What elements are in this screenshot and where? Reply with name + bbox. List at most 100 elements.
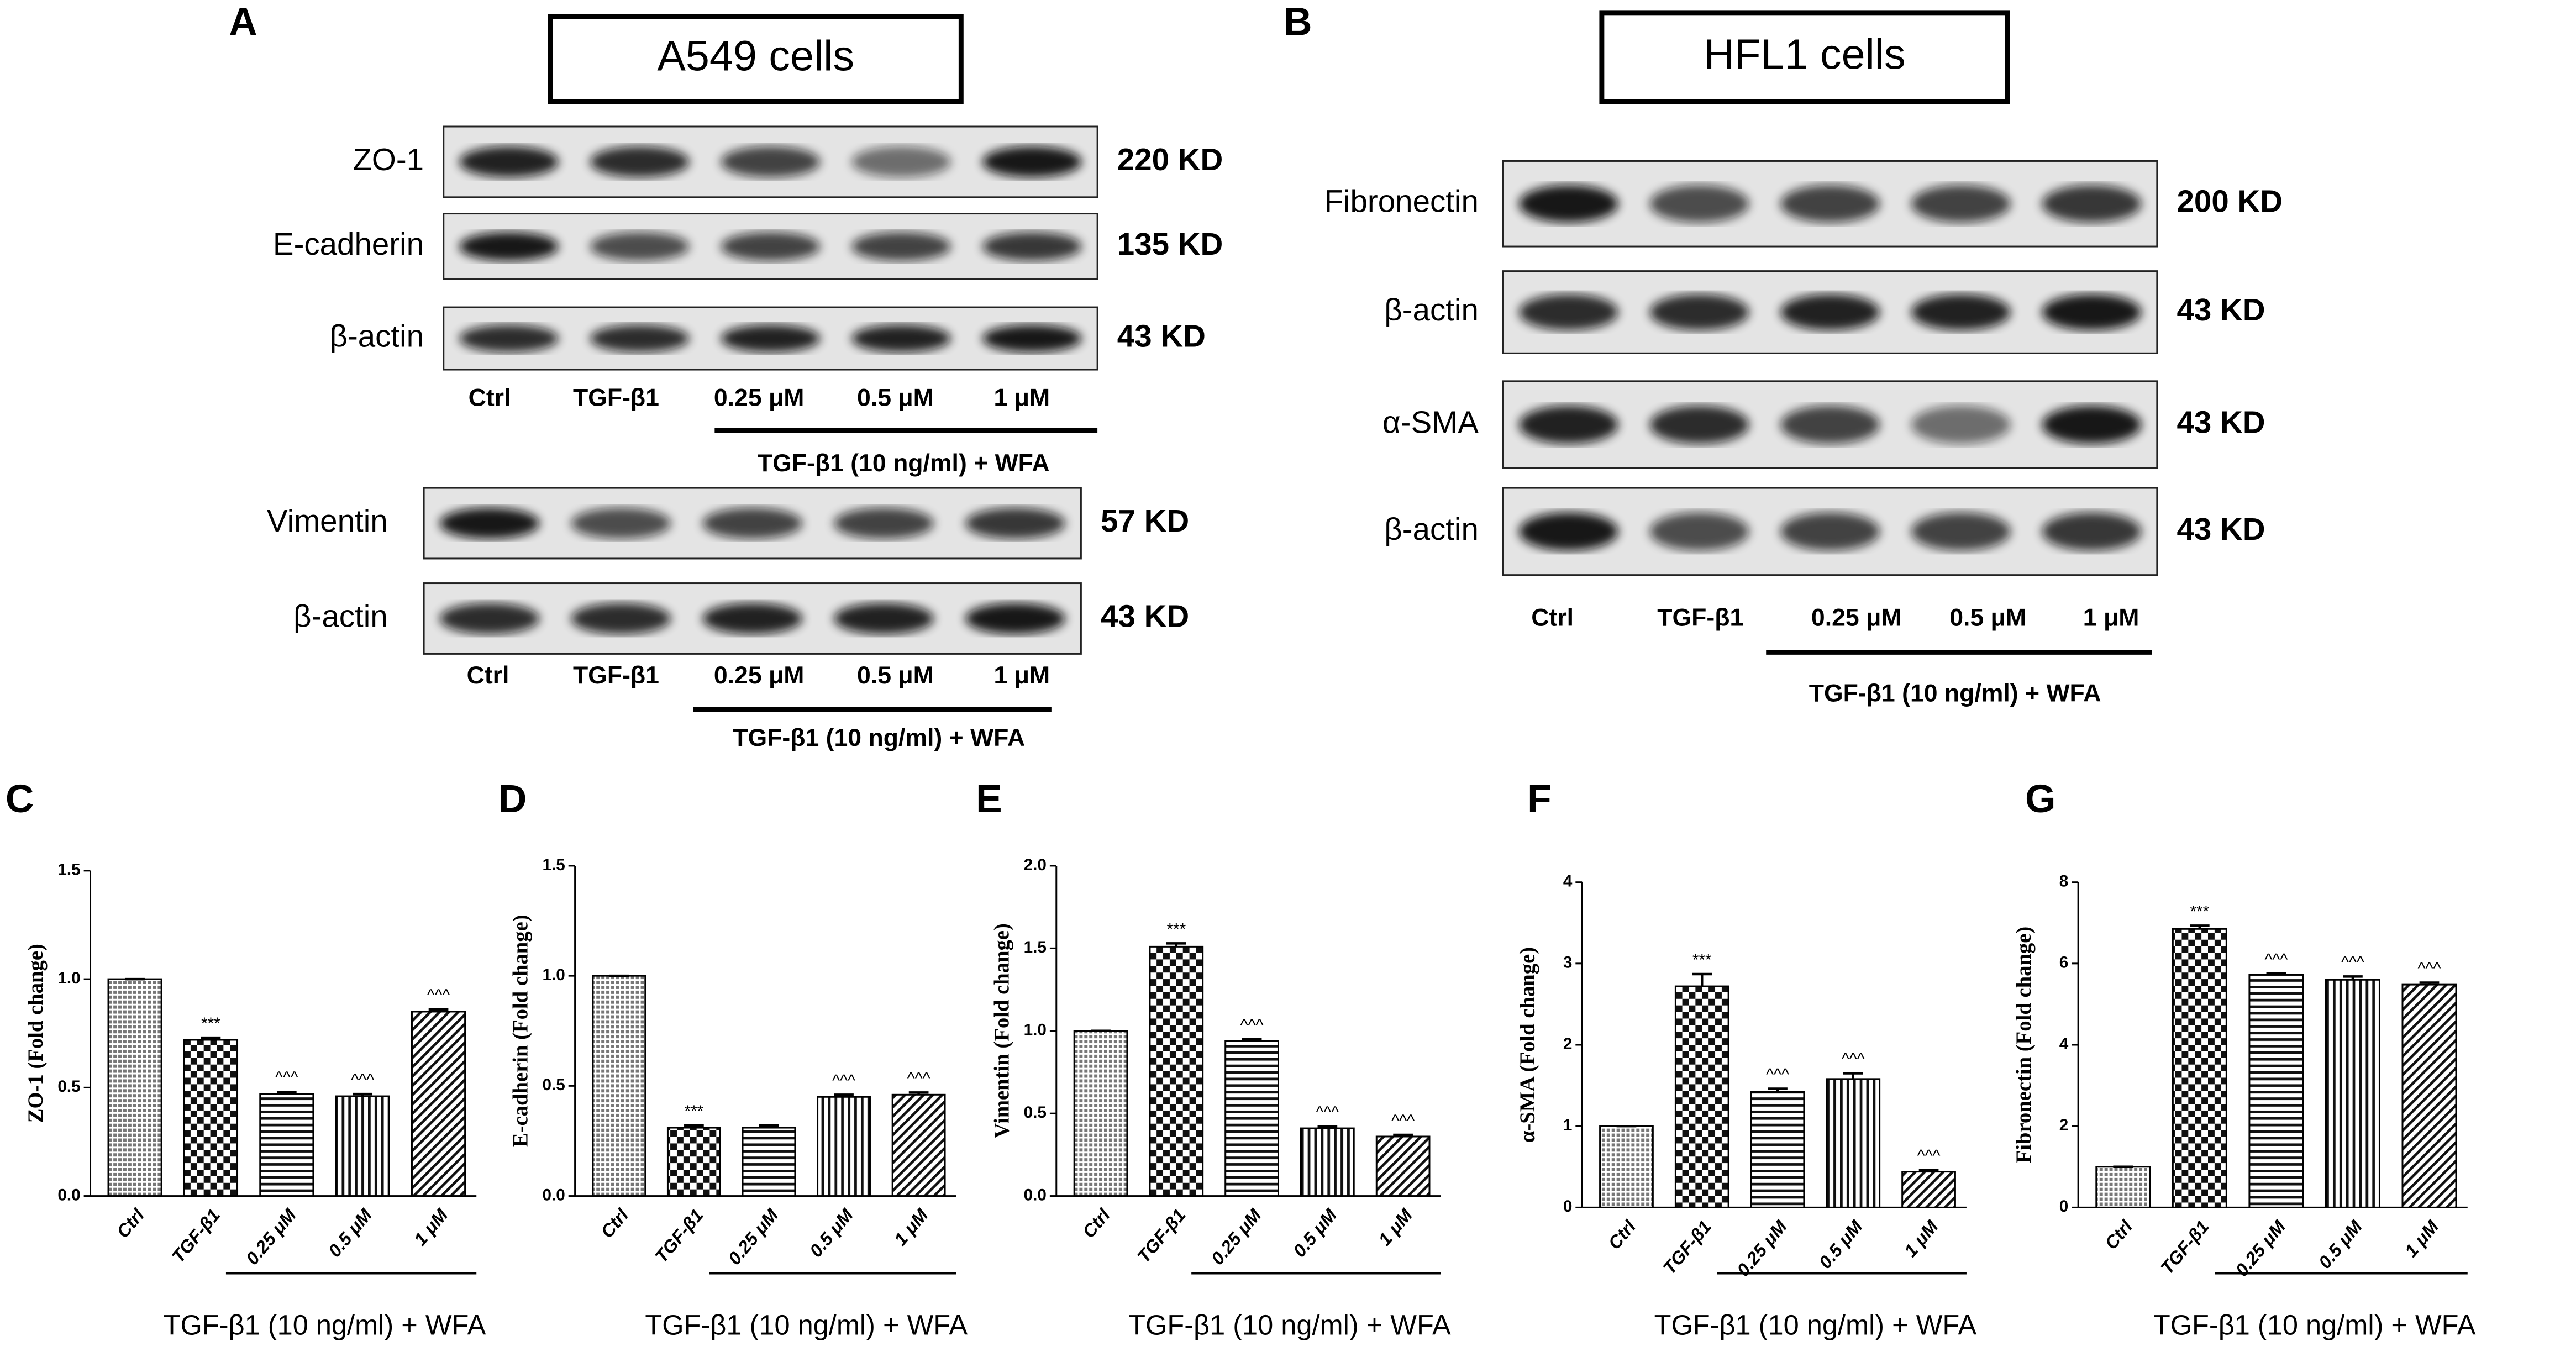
error-bar: [2343, 975, 2363, 980]
bar: [2325, 979, 2380, 1208]
panel-letter: D: [498, 777, 527, 821]
error-bar: [1317, 1125, 1338, 1129]
y-tick-label: 2: [2059, 1116, 2069, 1134]
panel-letter: B: [1284, 0, 1312, 44]
error-bar: [1843, 1072, 1863, 1079]
significance: ***: [685, 1102, 704, 1121]
blot-band: [1518, 185, 1618, 223]
lane-label: TGF-β1: [573, 662, 659, 689]
bar: [2401, 983, 2457, 1208]
x-tick-label: 0.5 μM: [805, 1205, 857, 1261]
blot-band: [965, 507, 1065, 539]
y-tick-label: 0.5: [1024, 1103, 1047, 1122]
bar: [183, 1039, 239, 1197]
y-axis-label: Vimentin (Fold change): [991, 923, 1014, 1138]
blot-band: [590, 232, 690, 261]
lane-label: Ctrl: [469, 384, 511, 411]
blot-band: [1780, 512, 1880, 551]
lane-label: 0.5 μM: [857, 662, 934, 689]
y-tick-label: 4: [2059, 1035, 2069, 1053]
blot-band: [1780, 405, 1880, 444]
blot-band: [459, 324, 559, 353]
lane-label: 0.25 μM: [1811, 604, 1902, 632]
y-tick-label: 4: [1563, 872, 1573, 891]
blot-band: [721, 232, 821, 261]
blot-band: [702, 603, 803, 634]
x-tick-label: 0.25 μM: [1207, 1205, 1265, 1269]
blot-band: [834, 507, 934, 539]
x-tick-label: 0.25 μM: [1733, 1216, 1791, 1280]
bar: [891, 1093, 946, 1197]
error-bar: [201, 1036, 221, 1040]
bar: [335, 1095, 390, 1197]
lane-label: 0.5 μM: [857, 384, 934, 411]
blot-band: [721, 146, 821, 178]
bar: [1901, 1171, 1956, 1208]
y-tick-label: 1.0: [542, 966, 565, 984]
panel-title: HFL1 cells: [1704, 31, 1906, 78]
blot-band: [1780, 185, 1880, 223]
bar: [259, 1093, 314, 1197]
error-bar: [759, 1124, 779, 1128]
x-tick-label: Ctrl: [597, 1205, 633, 1242]
blot-band: [1780, 294, 1880, 330]
significance: ^^^: [2418, 960, 2441, 978]
protein-label: α-SMA: [1382, 405, 1479, 440]
treatment-label: TGF-β1 (10 ng/ml) + WFA: [1809, 680, 2101, 707]
bar: [1375, 1135, 1431, 1197]
x-tick-label: Ctrl: [2101, 1216, 2137, 1254]
blot-band: [590, 324, 690, 353]
significance: ^^^: [1842, 1050, 1865, 1069]
x-tick-label: TGF-β1: [1659, 1216, 1715, 1278]
lane-label: Ctrl: [1531, 604, 1574, 632]
panel-letter: G: [2025, 777, 2056, 821]
x-tick-label: 1 μM: [1374, 1205, 1417, 1249]
significance: ***: [1166, 920, 1186, 938]
size-label: 200 KD: [2177, 184, 2283, 219]
x-tick-label: 0.5 μM: [2314, 1216, 2366, 1272]
significance: ^^^: [907, 1069, 930, 1087]
blot-band: [2042, 185, 2142, 223]
panel-letter: F: [1527, 777, 1552, 821]
size-label: 135 KD: [1117, 227, 1223, 261]
y-tick-label: 2.0: [1024, 856, 1047, 874]
blot-band: [1518, 405, 1618, 444]
y-axis-label: Fibronectin (Fold change): [2012, 927, 2036, 1164]
lane-label: 0.25 μM: [714, 384, 805, 411]
y-tick-label: 1: [1563, 1116, 1573, 1134]
error-bar: [834, 1093, 854, 1097]
size-label: 57 KD: [1101, 503, 1189, 538]
x-tick-label: TGF-β1: [651, 1205, 707, 1267]
blot-band: [439, 603, 540, 634]
significance: ^^^: [832, 1071, 855, 1090]
lane-label: 1 μM: [994, 662, 1050, 689]
y-tick-label: 0: [2059, 1197, 2069, 1216]
bar: [592, 975, 646, 1197]
significance: ^^^: [1391, 1112, 1415, 1130]
error-bar: [276, 1090, 297, 1095]
bar: [1300, 1127, 1355, 1197]
blot-band: [2042, 512, 2142, 551]
blot-band: [1911, 185, 2011, 223]
error-bar: [353, 1092, 373, 1097]
y-axis-label: ZO-1 (Fold change): [24, 944, 48, 1123]
significance: ^^^: [2341, 953, 2364, 971]
x-tick-label: TGF-β1: [167, 1205, 224, 1267]
y-tick-label: 0.0: [1024, 1186, 1047, 1204]
blot-band: [459, 146, 559, 178]
treatment-label: TGF-β1 (10 ng/ml) + WFA: [733, 724, 1025, 751]
blot-band: [702, 507, 803, 539]
size-label: 43 KD: [2177, 292, 2265, 327]
blot-band: [851, 232, 951, 261]
error-bar: [2419, 981, 2440, 985]
lane-label: 1 μM: [2083, 604, 2139, 632]
x-tick-label: Ctrl: [1078, 1205, 1114, 1242]
panel-letter: A: [229, 0, 257, 44]
blot-band: [1649, 185, 1749, 223]
x-tick-label: 1 μM: [409, 1205, 452, 1249]
y-tick-label: 1.5: [1024, 938, 1047, 956]
significance: ***: [201, 1014, 220, 1033]
bar: [666, 1127, 721, 1197]
bar: [1599, 1125, 1654, 1208]
